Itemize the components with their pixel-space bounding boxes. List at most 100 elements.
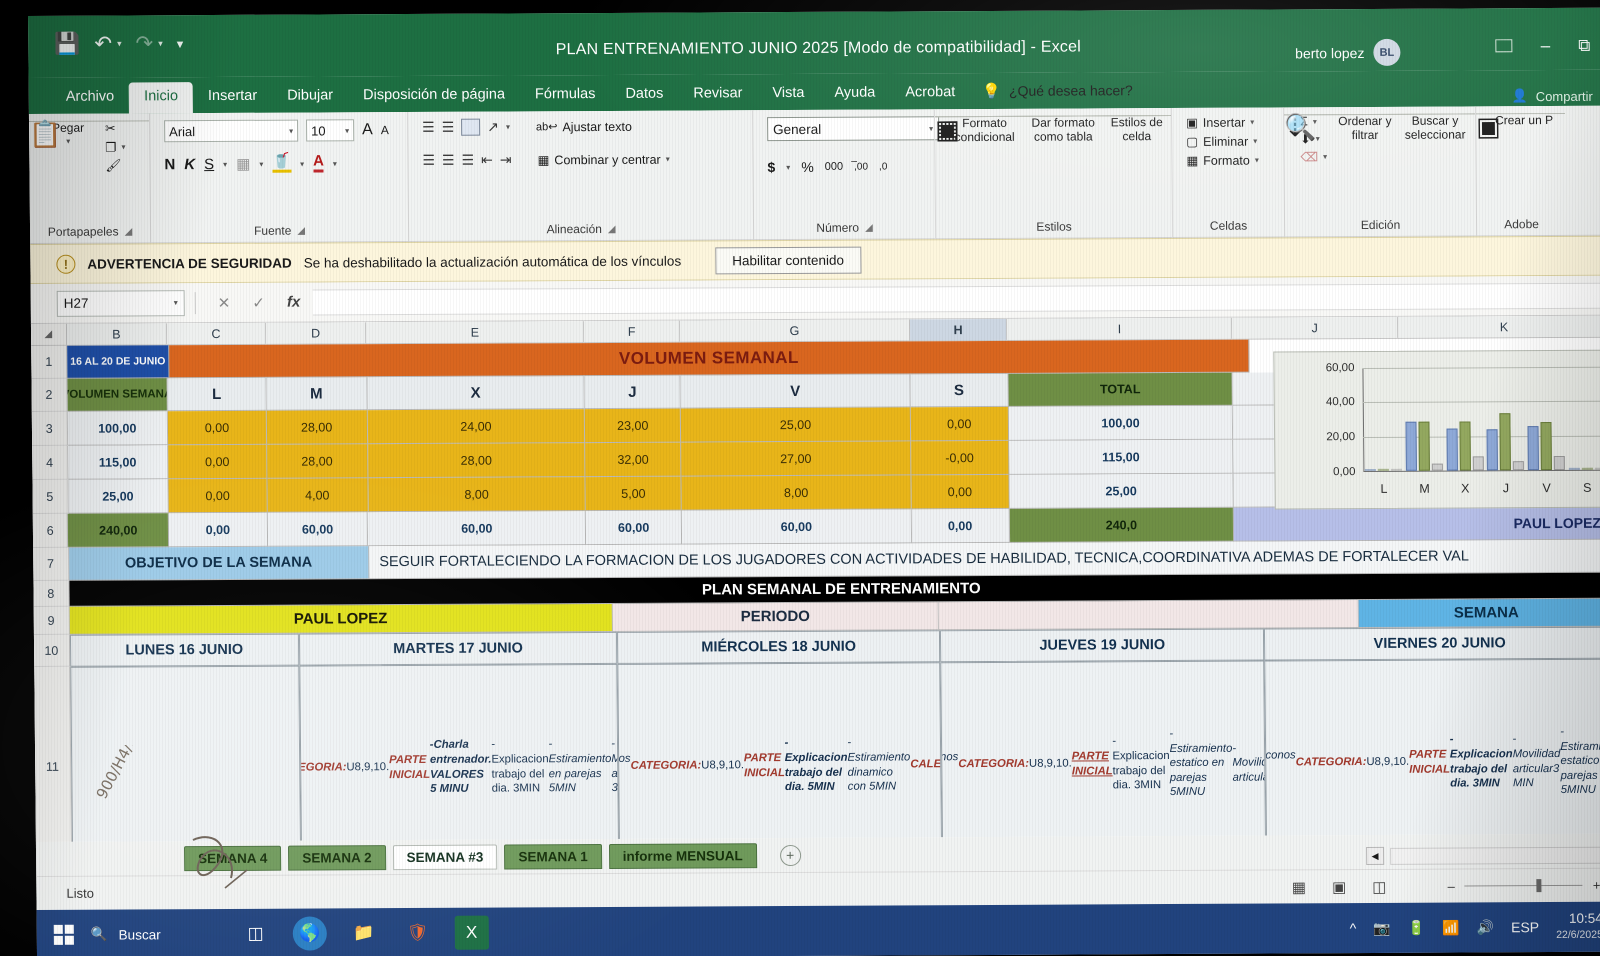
cell-periodo[interactable]: PERIODO: [612, 602, 940, 632]
cell-day-L[interactable]: L: [167, 377, 267, 412]
cell-H3[interactable]: 0,00: [910, 406, 1009, 442]
increase-indent-icon[interactable]: ⇥: [499, 151, 512, 168]
row-header-11[interactable]: 11: [34, 666, 72, 842]
copy-caret-icon[interactable]: ▾: [121, 142, 126, 152]
decrease-font-size-button[interactable]: A: [380, 123, 389, 138]
formula-input[interactable]: [312, 282, 1600, 316]
decrease-indent-icon[interactable]: ⇤: [481, 151, 493, 168]
borders-icon[interactable]: ▦: [236, 155, 251, 173]
sheet-tab-semana-3[interactable]: SEMANA #3: [392, 844, 498, 870]
cell-C3[interactable]: 0,00: [167, 410, 267, 446]
cell-B2[interactable]: VOLUMEN SEMANA: [66, 378, 168, 412]
row-header-2[interactable]: 2: [31, 378, 68, 412]
cell-B4[interactable]: 115,00: [67, 445, 169, 480]
cell-day-viernes[interactable]: VIERNES 20 JUNIO: [1264, 626, 1600, 661]
ribbon-display-options-icon[interactable]: [1495, 39, 1513, 53]
cell-objective-label[interactable]: OBJETIVO DE LA SEMANA: [68, 546, 370, 581]
cell-plan-miercoles[interactable]: IMPLEMENTOS: Balones,estacas,platos,cono…: [617, 662, 943, 842]
row-header-7[interactable]: 7: [33, 547, 70, 581]
tab-datos[interactable]: Datos: [625, 85, 664, 102]
name-box-caret-icon[interactable]: ▾: [173, 298, 178, 308]
horizontal-scrollbar[interactable]: ◀: [1366, 846, 1600, 865]
tab-disposicion-de-pagina[interactable]: Disposición de página: [363, 86, 506, 104]
cell-H6[interactable]: 0,00: [911, 508, 1010, 544]
fill-color-icon[interactable]: 🥤: [272, 153, 292, 173]
cell-periodo-blank[interactable]: [938, 600, 1359, 631]
create-pdf-button[interactable]: ▣ Crear un P: [1476, 111, 1566, 141]
cell-plan-viernes[interactable]: IMPLEMENTOS: Balones,estacas,,platos,con…: [1264, 658, 1600, 842]
sort-filter-button[interactable]: ⇣ Ordenar y filtrar: [1284, 112, 1476, 142]
zoom-slider[interactable]: [1464, 879, 1583, 893]
cell-total-header[interactable]: TOTAL: [1008, 372, 1234, 407]
fill-color-caret-icon[interactable]: ▾: [299, 159, 305, 169]
cell-B6[interactable]: 240,00: [68, 513, 170, 548]
share-button[interactable]: 👤 Compartir: [1511, 88, 1592, 104]
tab-formulas[interactable]: Fórmulas: [534, 86, 596, 103]
currency-format-button[interactable]: $: [767, 159, 776, 176]
font-size-caret-icon[interactable]: ▾: [345, 125, 350, 135]
col-header-C[interactable]: C: [167, 322, 266, 345]
align-middle-icon[interactable]: ☰: [441, 118, 455, 135]
conditional-format-button[interactable]: ▦ Formato condicional: [935, 114, 1172, 144]
tab-ayuda[interactable]: Ayuda: [834, 84, 876, 101]
number-format-caret-icon[interactable]: ▾: [929, 123, 934, 133]
format-caret-icon[interactable]: ▾: [1254, 155, 1259, 165]
view-buttons[interactable]: ▦ ▣ ◫: [1292, 877, 1387, 895]
italic-button[interactable]: K: [184, 155, 196, 173]
row-header-5[interactable]: 5: [32, 479, 69, 514]
scroll-left-button[interactable]: ◀: [1366, 846, 1385, 865]
start-button[interactable]: [37, 924, 91, 946]
page-break-icon[interactable]: ◫: [1372, 878, 1387, 896]
chevron-up-icon[interactable]: ^: [1349, 920, 1357, 937]
row-header-9[interactable]: 9: [33, 606, 70, 635]
row-header-4[interactable]: 4: [32, 445, 68, 480]
select-all-corner[interactable]: ◢: [30, 323, 67, 345]
cancel-formula-icon[interactable]: ✕: [217, 294, 231, 312]
cell-day-X[interactable]: X: [366, 376, 586, 411]
insert-caret-icon[interactable]: ▾: [1250, 117, 1255, 127]
tab-vista[interactable]: Vista: [772, 84, 805, 102]
window-controls[interactable]: – ⧉: [1495, 36, 1591, 56]
wrap-text-button[interactable]: ab↩ Ajustar texto: [536, 119, 632, 134]
cell-B3[interactable]: 100,00: [67, 411, 169, 446]
align-left-icon[interactable]: ☰: [422, 151, 436, 168]
copy-button[interactable]: ❐ ▾: [105, 139, 126, 155]
paste-button[interactable]: 📋 Pegar ▾: [29, 119, 150, 149]
cell-I6-grand-total[interactable]: 240,0: [1009, 507, 1235, 543]
wifi-icon[interactable]: 📶: [1442, 919, 1460, 936]
col-header-F[interactable]: F: [584, 320, 681, 343]
underline-button[interactable]: S: [204, 155, 215, 173]
system-tray[interactable]: ^ 📷 🔋 📶 🔊 ESP 10:54 22/6/2025: [1350, 911, 1600, 944]
number-format-combo[interactable]: General ▾: [767, 116, 940, 142]
cell-styles-button[interactable]: ▣ Estilos de celda: [935, 114, 1172, 144]
tell-me-box[interactable]: 💡 ¿Qué desea hacer?: [970, 75, 1145, 109]
tab-insertar[interactable]: Insertar: [207, 87, 258, 105]
language-indicator[interactable]: ESP: [1511, 919, 1540, 936]
sheet-tab-semana-2[interactable]: SEMANA 2: [288, 844, 386, 871]
col-header-G[interactable]: G: [679, 319, 910, 342]
tab-revisar[interactable]: Revisar: [693, 85, 743, 102]
zoom-out-button[interactable]: –: [1447, 878, 1455, 894]
font-name-combo[interactable]: Arial ▾: [164, 119, 299, 143]
row-header-1[interactable]: 1: [31, 345, 68, 379]
cell-E5[interactable]: 8,00: [367, 477, 587, 513]
delete-caret-icon[interactable]: ▾: [1253, 136, 1258, 146]
avatar[interactable]: BL: [1373, 38, 1401, 66]
col-header-K[interactable]: K: [1397, 315, 1600, 338]
cell-E4[interactable]: 28,00: [367, 443, 586, 479]
scroll-track[interactable]: [1390, 846, 1600, 865]
increase-decimal-button[interactable]: ̅,00: [854, 161, 869, 173]
cell-G5[interactable]: 8,00: [681, 475, 912, 511]
excel-icon[interactable]: X: [454, 915, 489, 950]
cell-coach-name[interactable]: PAUL LOPEZ: [69, 603, 613, 635]
cell-day-jueves[interactable]: JUEVES 19 JUNIO: [940, 628, 1265, 663]
cell-day-lunes[interactable]: LUNES 16 JUNIO: [69, 633, 300, 667]
row-header-3[interactable]: 3: [31, 411, 68, 446]
cell-day-J[interactable]: J: [584, 375, 681, 410]
col-header-E[interactable]: E: [366, 321, 585, 344]
col-header-H[interactable]: H: [909, 318, 1008, 341]
page-layout-icon[interactable]: ▣: [1331, 878, 1347, 896]
orientation-caret-icon[interactable]: ▾: [505, 122, 511, 132]
cell-plan-jueves[interactable]: IMPLEMENTOS: Balones,estacas,,platos,con…: [940, 660, 1267, 842]
align-bottom-icon[interactable]: [461, 118, 481, 136]
